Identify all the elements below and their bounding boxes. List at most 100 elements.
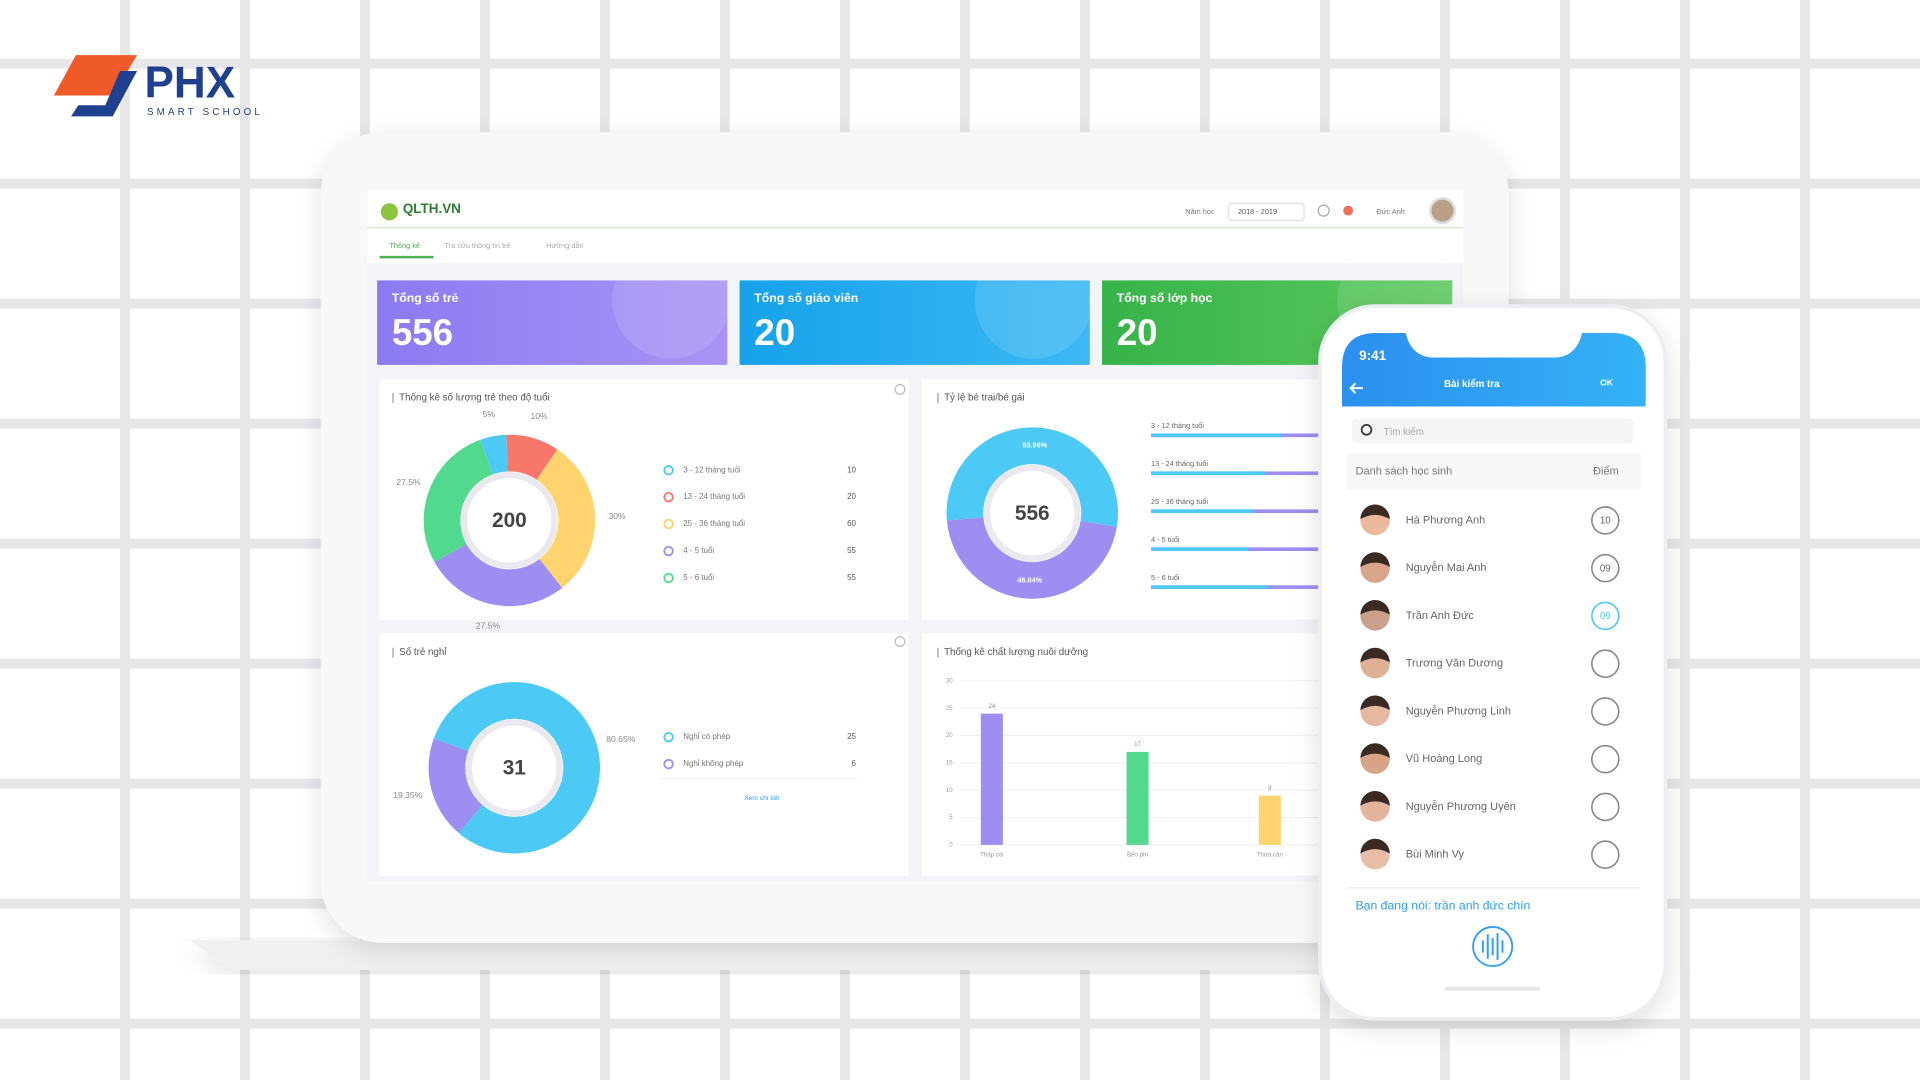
phone-screen: [1342, 333, 1646, 995]
legend-marker: [663, 572, 674, 584]
legend-label: 5 - 6 tuổi: [683, 573, 714, 582]
card-value: 20: [754, 312, 795, 353]
y-tick-label: 25: [946, 705, 953, 712]
brand-tagline: SMART SCHOOL: [147, 107, 263, 118]
student-name[interactable]: Nguyễn Phương Uyên: [1406, 800, 1516, 813]
settings-icon[interactable]: [894, 383, 906, 395]
student-name[interactable]: Trần Anh Đức: [1406, 610, 1475, 622]
donut-center: [465, 719, 563, 817]
status-time: 9:41: [1359, 348, 1386, 363]
score-circle[interactable]: [1591, 506, 1620, 535]
user-name[interactable]: Đức Anh: [1376, 207, 1405, 216]
y-tick-label: 20: [946, 732, 953, 739]
bar: [1126, 751, 1149, 845]
percent-label: 19.35%: [393, 790, 422, 800]
legend-value: 10: [847, 465, 856, 474]
progress-bar: [1151, 433, 1282, 438]
student-hair: [1360, 791, 1390, 806]
home-indicator: [1444, 986, 1541, 991]
tab[interactable]: Thống kê: [389, 241, 420, 250]
student-hair: [1360, 552, 1390, 567]
x-tick-label: Thừa cân: [1257, 851, 1283, 858]
y-tick-label: 10: [946, 787, 953, 794]
search-box[interactable]: [1351, 418, 1634, 444]
legend-label: Nghỉ có phép: [683, 732, 730, 741]
help-icon[interactable]: [1317, 204, 1330, 217]
group-label: 4 - 5 tuổi: [1151, 535, 1180, 544]
score: 09: [1600, 563, 1611, 574]
percent-label: 5%: [483, 409, 496, 419]
tab[interactable]: Hướng dẫn: [546, 241, 583, 250]
mic-button[interactable]: [1472, 926, 1514, 968]
group-label: 5 - 6 tuổi: [1151, 573, 1180, 582]
donut-segment: [423, 439, 493, 562]
percent-label: 53.96%: [1022, 441, 1047, 450]
brand-logo: PHX SMART SCHOOL: [53, 55, 263, 118]
year-label: Năm học: [1185, 207, 1215, 216]
year-select[interactable]: [1227, 202, 1305, 222]
student-hair: [1360, 838, 1390, 854]
student-hair: [1360, 647, 1390, 663]
panel-title: Số trẻ nghỉ: [399, 647, 447, 658]
student-name[interactable]: Hà Phương Anh: [1406, 514, 1486, 526]
stat-card: [377, 280, 728, 365]
notification-icon[interactable]: [1343, 205, 1354, 216]
score-circle[interactable]: [1591, 792, 1620, 822]
score-circle[interactable]: [1591, 601, 1620, 631]
score-circle[interactable]: [1591, 840, 1620, 869]
student-hair: [1360, 695, 1390, 711]
x-tick-label: Béo phì: [1127, 851, 1148, 858]
dashboard-logo: QLTH.VN: [403, 201, 461, 216]
bar-value: 17: [1134, 741, 1141, 748]
legend-label: 3 - 12 tháng tuổi: [683, 465, 741, 474]
percent-label: 10%: [531, 411, 549, 421]
donut-center: [983, 464, 1081, 562]
legend-value: 60: [847, 519, 856, 528]
detail-link[interactable]: Xem chi tiết: [744, 793, 779, 802]
student-name[interactable]: Nguyễn Mai Anh: [1406, 561, 1487, 574]
legend-marker: [663, 545, 674, 557]
group-label: 3 - 12 tháng tuổi: [1151, 421, 1204, 430]
legend-marker: [663, 518, 674, 530]
legend-value: 55: [847, 546, 856, 555]
search-icon: [1360, 424, 1373, 436]
score-circle[interactable]: [1591, 649, 1620, 678]
student-name[interactable]: Bùi Minh Vy: [1406, 849, 1465, 861]
legend-label: 13 - 24 tháng tuổi: [683, 492, 745, 501]
donut-segment: [434, 544, 563, 607]
back-button[interactable]: [1349, 382, 1363, 394]
y-tick-label: 0: [949, 842, 953, 849]
action-button[interactable]: OK: [1600, 378, 1614, 388]
legend-value: 25: [847, 732, 856, 741]
student-name[interactable]: Vũ Hoàng Long: [1406, 753, 1483, 765]
legend-marker: [663, 491, 674, 503]
search-placeholder[interactable]: Tìm kiếm: [1384, 427, 1424, 438]
y-tick-label: 30: [946, 677, 953, 684]
student-name[interactable]: Trương Văn Dương: [1406, 658, 1503, 670]
mic-wave: [1481, 933, 1504, 960]
card-label: Tổng số lớp học: [1117, 291, 1213, 305]
donut-segment: [946, 517, 1117, 599]
laptop-base: [189, 940, 1617, 970]
phone-header: [1342, 333, 1646, 407]
user-avatar[interactable]: [1428, 197, 1456, 225]
score: 09: [1600, 611, 1611, 622]
tab[interactable]: Tra cứu thông tin trẻ: [444, 241, 510, 250]
percent-label: 27.5%: [396, 477, 421, 487]
legend-value: 6: [851, 759, 856, 768]
donut-segment: [946, 427, 1118, 527]
bar-value: 24: [988, 703, 995, 710]
progress-bar: [1151, 509, 1254, 514]
logo-shape: [71, 71, 138, 117]
x-tick-label: Thấp còi: [980, 851, 1003, 858]
legend-value: 20: [847, 492, 856, 501]
score-circle[interactable]: [1591, 744, 1620, 774]
score-circle[interactable]: [1591, 697, 1620, 726]
settings-icon[interactable]: [894, 636, 906, 648]
score-circle[interactable]: [1591, 553, 1620, 583]
card-value: 556: [392, 312, 453, 353]
donut-segment: [428, 738, 483, 834]
student-name[interactable]: Nguyễn Phương Linh: [1406, 704, 1511, 717]
